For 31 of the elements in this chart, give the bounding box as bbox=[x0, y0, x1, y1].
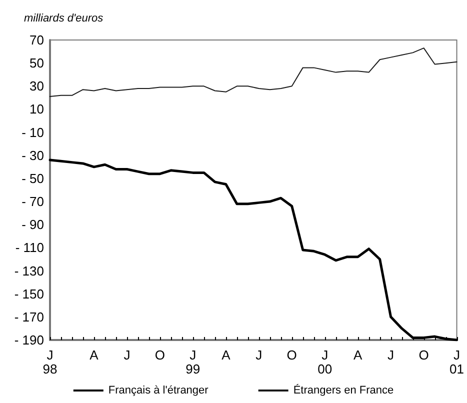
legend-label: Étrangers en France bbox=[293, 384, 394, 396]
x-tick-label: J 00 bbox=[318, 348, 332, 376]
y-axis-title: milliards d'euros bbox=[24, 12, 104, 24]
x-tick-label: J 98 bbox=[42, 348, 58, 376]
x-tick-label: O bbox=[286, 348, 297, 362]
x-tick-label: A bbox=[353, 348, 362, 362]
y-tick-label: - 50 bbox=[22, 170, 44, 186]
y-tick-label: 50 bbox=[30, 56, 44, 71]
x-tick-label: O bbox=[154, 348, 165, 362]
x-tick-label: A bbox=[222, 348, 231, 362]
y-tick-label: - 10 bbox=[22, 124, 44, 140]
y-tick-label: - 90 bbox=[22, 217, 44, 232]
x-tick-label: O bbox=[418, 348, 429, 362]
x-tick-label: J 99 bbox=[186, 348, 200, 376]
x-tick-label: J bbox=[124, 348, 130, 362]
y-tick-label: 70 bbox=[30, 32, 44, 48]
x-tick-label: J bbox=[388, 348, 394, 362]
y-tick-label: 10 bbox=[30, 102, 44, 117]
legend-label: Français à l'étranger bbox=[108, 384, 209, 396]
y-tick-label: - 190 bbox=[14, 332, 44, 348]
y-tick-label: - 110 bbox=[15, 240, 44, 256]
y-tick-label: - 150 bbox=[14, 286, 44, 302]
y-tick-label: - 70 bbox=[22, 194, 44, 210]
line-series bbox=[50, 48, 458, 98]
x-tick-label: J 01 bbox=[450, 348, 464, 376]
y-tick-label: - 170 bbox=[14, 309, 44, 324]
x-tick-label: A bbox=[90, 348, 99, 362]
x-tick-label: J bbox=[256, 348, 262, 362]
y-tick-label: - 30 bbox=[22, 148, 44, 163]
y-tick-label: 30 bbox=[30, 78, 44, 94]
y-tick-label: - 130 bbox=[14, 263, 44, 278]
